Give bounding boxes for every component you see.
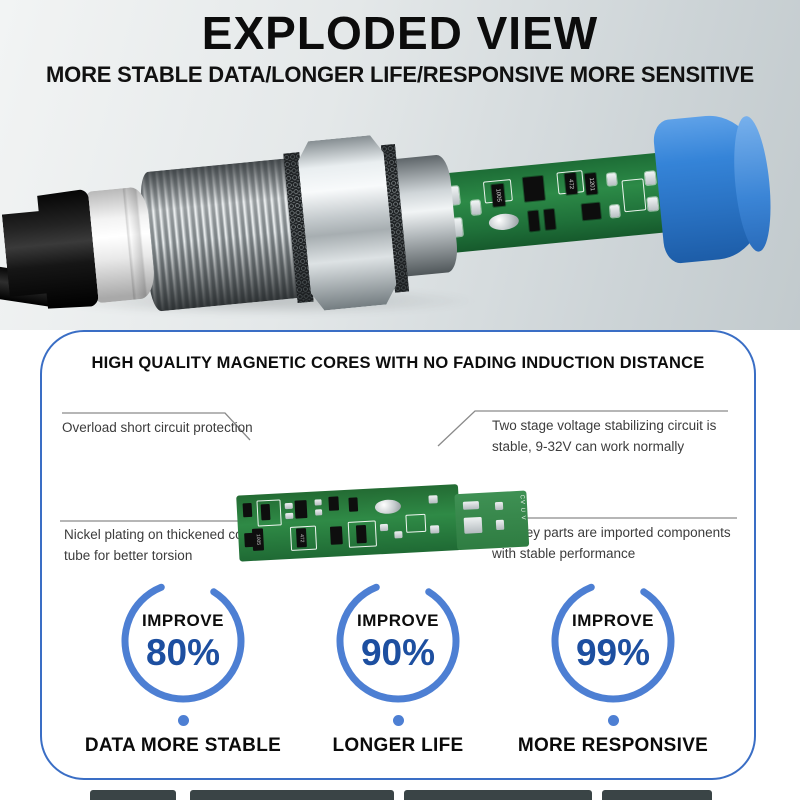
silkscreen-outline — [621, 178, 647, 213]
progress-ring-icon: IMPROVE 99% — [548, 576, 678, 706]
smd-ic — [581, 202, 601, 221]
solder-pad — [314, 509, 323, 516]
stat-value: 90% — [360, 631, 436, 673]
smd-chip — [527, 210, 540, 232]
pcb-closeup: 1005 472 — [236, 474, 532, 579]
smd-chip: 1005 — [251, 528, 265, 551]
progress-ring-icon: IMPROVE 80% — [118, 576, 248, 706]
solder-pad — [609, 204, 620, 218]
solder-pad — [394, 531, 403, 539]
stat-value: 80% — [145, 631, 221, 673]
solder-pad — [379, 523, 389, 532]
solder-pad — [284, 502, 293, 510]
smd-ic — [329, 526, 343, 545]
smd-chip — [355, 524, 367, 544]
page-subtitle: MORE STABLE DATA/LONGER LIFE/RESPONSIVE … — [46, 62, 754, 87]
stat-longer-life: IMPROVE 90% LONGER LIFE — [295, 576, 501, 757]
solder-pad — [462, 501, 480, 510]
stat-label: IMPROVE — [142, 610, 224, 630]
solder-pad — [429, 525, 440, 534]
progress-ring-icon: IMPROVE 90% — [333, 576, 463, 706]
blue-sensing-cap — [651, 110, 774, 265]
dot-icon — [607, 715, 619, 726]
solder-pad — [463, 516, 483, 534]
pcb-marking: CV U V — [518, 494, 526, 521]
next-section-peek — [0, 788, 800, 800]
pcb-callout-diagram: Overload short circuit protection Two st… — [42, 392, 754, 582]
sensor-exploded-photo: 1005 472 1201 — [0, 79, 800, 358]
sensor-pcb: 1005 472 1201 — [437, 151, 683, 254]
solder-pad — [647, 197, 659, 211]
dot-icon — [177, 715, 189, 726]
silkscreen-outline — [256, 499, 282, 527]
stat-caption: DATA MORE STABLE — [84, 735, 282, 756]
solder-pad — [285, 512, 294, 520]
stat-label: IMPROVE — [357, 610, 439, 630]
callout-overload-protection: Overload short circuit protection — [62, 420, 253, 435]
stat-caption: MORE RESPONSIVE — [517, 735, 709, 756]
smd-chip: 1201 — [584, 172, 598, 195]
smd-chip — [348, 497, 359, 512]
solder-pad — [428, 495, 438, 504]
stats-row: IMPROVE 80% DATA MORE STABLE IMPROVE 90% — [42, 576, 754, 757]
feature-box: HIGH QUALITY MAGNETIC CORES WITH NO FADI… — [40, 330, 756, 780]
solder-pad — [494, 501, 504, 511]
silkscreen-outline — [405, 513, 427, 533]
solder-pad — [470, 200, 482, 215]
smd-chip: 1005 — [491, 183, 506, 207]
smd-chip — [328, 496, 340, 511]
ring-arc-icon — [121, 583, 245, 703]
stat-more-responsive: IMPROVE 99% MORE RESPONSIVE — [510, 576, 716, 757]
cable-boot — [0, 189, 99, 315]
pcb-board: 1005 472 — [236, 484, 462, 562]
solder-blob — [374, 499, 402, 515]
stat-data-more-stable: IMPROVE 80% DATA MORE STABLE — [80, 576, 286, 757]
solder-pad — [606, 172, 617, 186]
hero-section: EXPLODED VIEW MORE STABLE DATA/LONGER LI… — [0, 0, 800, 330]
ring-arc-icon — [551, 583, 675, 703]
stat-label: IMPROVE — [572, 610, 654, 630]
hex-nut — [296, 134, 398, 311]
solder-pad — [495, 519, 505, 531]
smd-ic — [522, 175, 545, 202]
callout-nickel-plating: Nickel plating on thickened copper tube … — [64, 527, 270, 563]
solder-blob — [488, 212, 520, 232]
feature-heading: HIGH QUALITY MAGNETIC CORES WITH NO FADI… — [91, 354, 705, 372]
dot-icon — [392, 715, 404, 726]
smd-chip: 472 — [564, 172, 578, 195]
smd-chip — [242, 502, 253, 518]
smd-ic — [294, 500, 308, 519]
pcb-edge-segment: CV U V — [454, 490, 530, 551]
stat-value: 99% — [575, 631, 651, 673]
solder-pad — [314, 499, 322, 506]
ring-arc-icon — [336, 583, 460, 703]
callout-voltage-stabilizing: Two stage voltage stabilizing circuit is… — [492, 418, 717, 454]
callout-imported-components: The key parts are imported components wi… — [492, 525, 731, 561]
stat-caption: LONGER LIFE — [332, 735, 464, 756]
page-title: EXPLODED VIEW — [201, 7, 599, 59]
threaded-barrel — [138, 158, 300, 313]
smd-chip — [543, 209, 556, 230]
solder-pad — [644, 171, 656, 186]
smd-chip: 472 — [295, 528, 307, 548]
